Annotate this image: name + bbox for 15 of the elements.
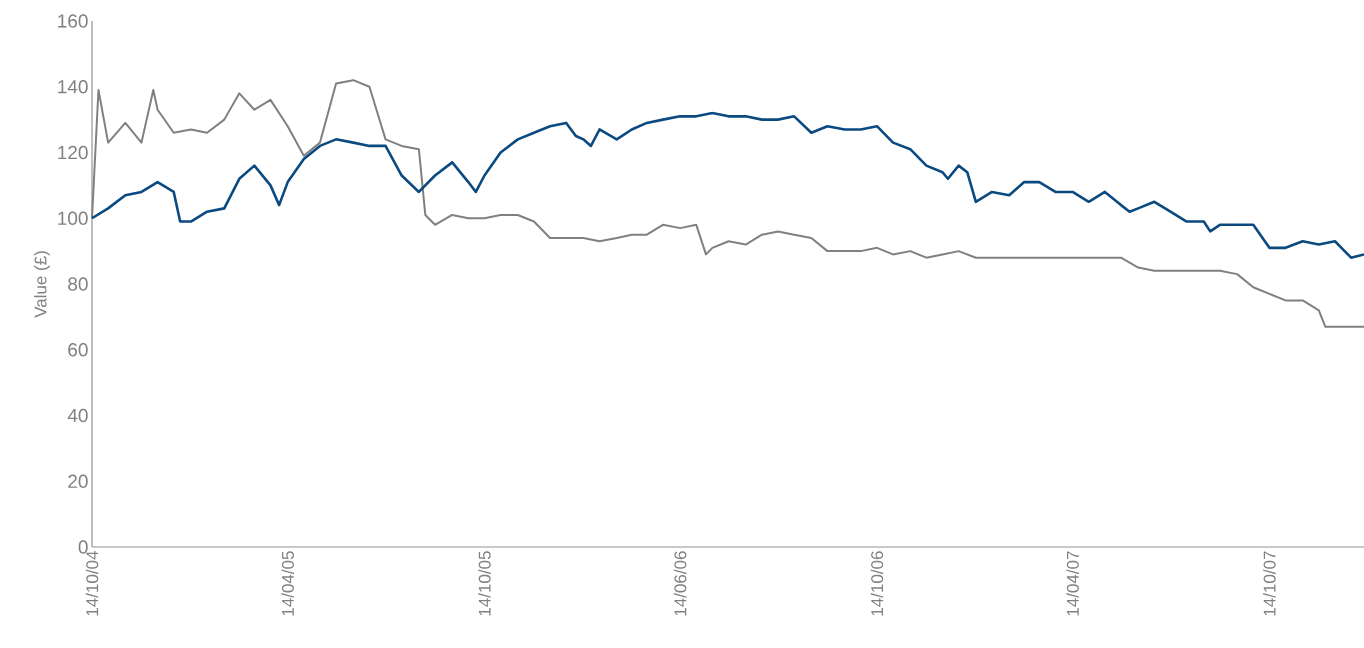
y-tick-label: 40 bbox=[67, 408, 88, 423]
x-tick-label: 14/04/05 bbox=[281, 551, 294, 616]
x-tick-label: 14/04/07 bbox=[1066, 551, 1079, 616]
x-tick-label: 14/10/05 bbox=[478, 551, 491, 616]
y-tick-label: 80 bbox=[68, 277, 88, 291]
y-tick-label: 160 bbox=[58, 14, 88, 28]
y-tick-label: 140 bbox=[58, 80, 88, 94]
y-tick-label: 120 bbox=[58, 145, 88, 160]
y-tick-label: 100 bbox=[58, 211, 88, 225]
y-tick-label: 60 bbox=[68, 343, 88, 357]
x-tick-label: 14/06/06 bbox=[673, 551, 687, 616]
y-tick-label: 20 bbox=[68, 474, 88, 488]
x-tick-label: 14/10/07 bbox=[1263, 551, 1276, 616]
y-axis-title: Value (£) bbox=[34, 251, 50, 318]
x-tick-label: 14/10/06 bbox=[870, 551, 884, 616]
